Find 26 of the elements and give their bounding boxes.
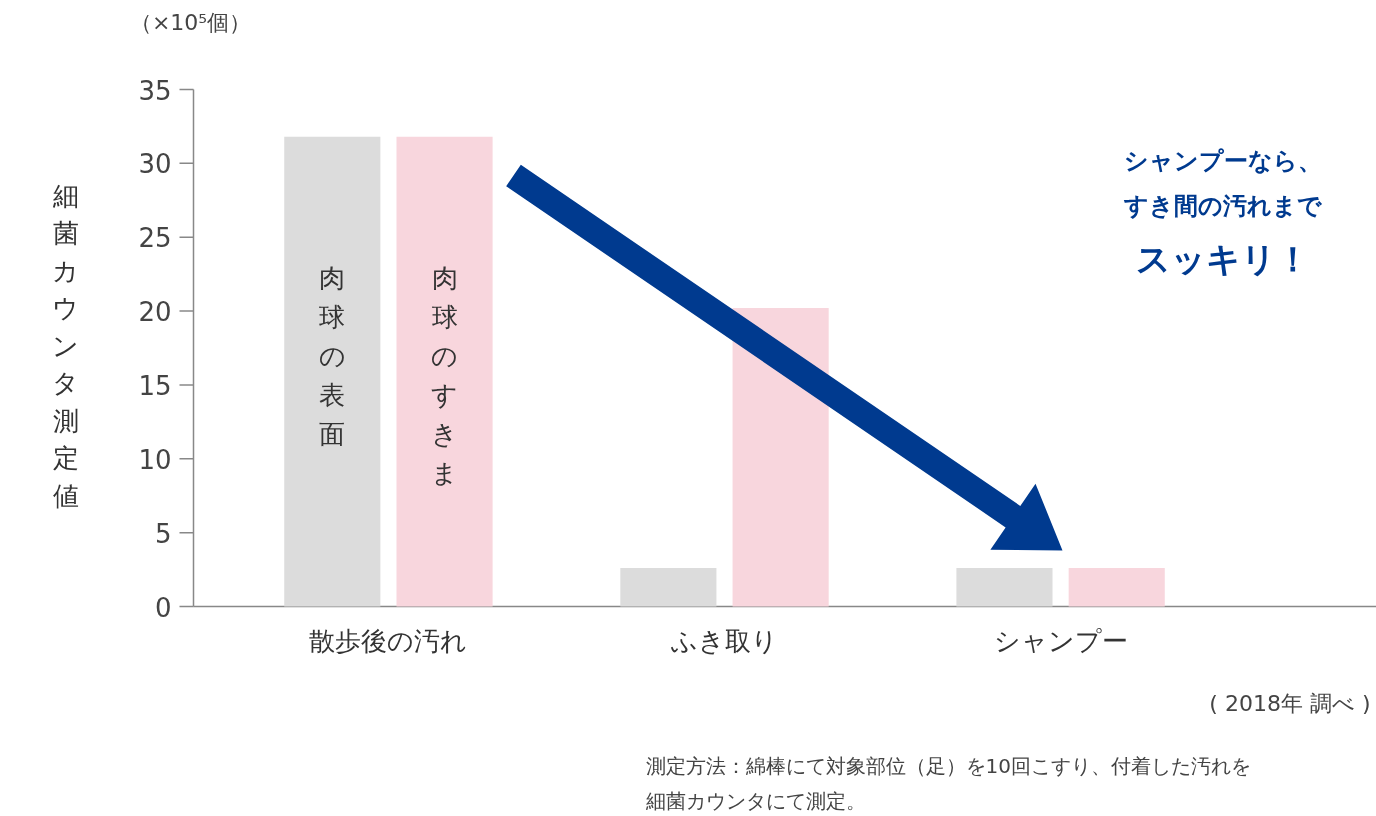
x-tick-label: 散歩後の汚れ [309,625,468,656]
series-label: 肉球の表面 [318,262,346,449]
y-tick-label: 25 [138,223,172,254]
bar [956,568,1053,607]
text: 細菌カウンタにて測定。 [644,788,866,813]
y-tick-label: 0 [154,592,172,623]
y-tick-label: 5 [154,518,172,549]
text: （×10⁵個） [129,10,252,35]
annotation: スッキリ！ [1135,238,1310,279]
annotation: すき間の汚れまで [1122,191,1323,220]
annotation: シャンプーなら、 [1123,146,1322,175]
y-tick-label: 35 [138,75,172,106]
bar [396,136,493,607]
bar [620,568,717,607]
x-tick-label: シャンプー [993,625,1128,656]
bar [284,136,381,607]
text: 測定方法：綿棒にて対象部位（足）を10回こすり、付着した汚れを [645,753,1251,778]
y-tick-label: 15 [138,370,172,401]
text: ( 2018年 調べ ) [1209,691,1371,716]
y-tick-label: 10 [138,444,172,475]
series-label: 肉球のすきま [431,262,459,488]
text: 細菌カウンタ測定値 [52,180,79,511]
y-tick-label: 20 [138,297,172,328]
bar [1068,568,1165,607]
x-tick-label: ふき取り [670,625,779,656]
y-tick-label: 30 [138,149,172,180]
